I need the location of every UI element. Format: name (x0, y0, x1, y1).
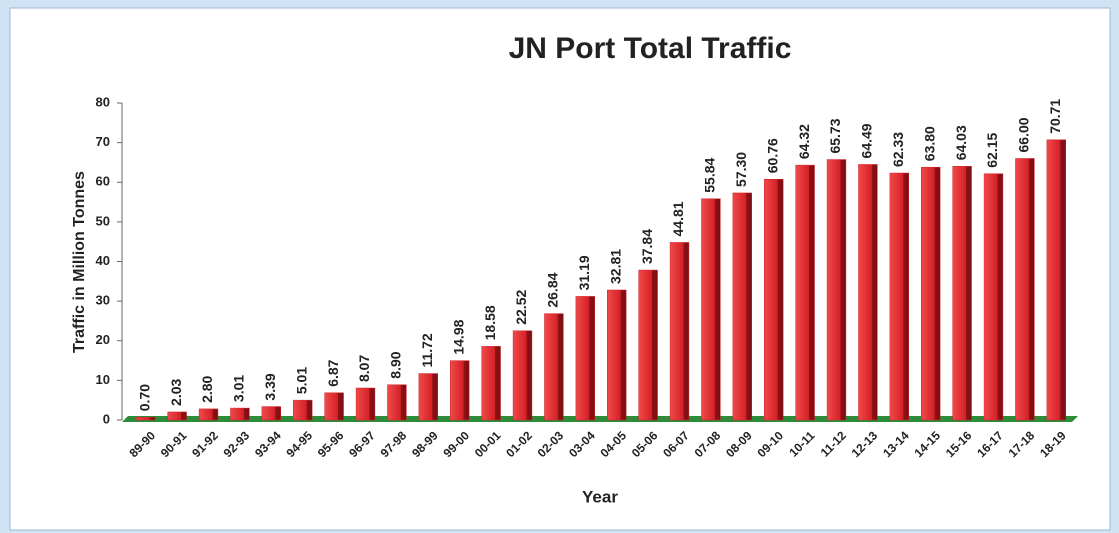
y-tick-label: 80 (96, 94, 110, 109)
y-tick-label: 70 (96, 134, 110, 149)
bar (1046, 139, 1066, 421)
bar (136, 416, 156, 421)
value-label: 6.87 (325, 359, 341, 386)
value-label: 3.01 (231, 375, 247, 402)
bar (826, 159, 847, 421)
y-tick-label: 60 (96, 174, 110, 189)
value-label: 57.30 (733, 152, 749, 187)
value-label: 64.03 (953, 125, 969, 160)
value-label: 0.70 (136, 384, 152, 411)
value-label: 26.84 (545, 272, 561, 307)
value-label: 22.52 (513, 290, 529, 325)
x-axis-label: Year (582, 487, 618, 506)
y-axis-label: Traffic in Million Tonnes (71, 171, 88, 353)
value-label: 18.58 (482, 305, 498, 340)
bar (764, 178, 784, 421)
value-label: 55.84 (702, 157, 718, 192)
bar (355, 387, 376, 421)
y-tick-label: 30 (96, 293, 110, 308)
bar (167, 411, 187, 421)
value-label: 31.19 (576, 255, 592, 290)
bar (669, 242, 690, 421)
value-label: 62.15 (984, 132, 1000, 167)
bar (261, 406, 281, 421)
bar (1015, 158, 1035, 421)
value-label: 32.81 (607, 249, 623, 284)
value-label: 65.73 (827, 118, 843, 153)
chart-title: JN Port Total Traffic (509, 32, 792, 65)
value-label: 70.71 (1047, 99, 1063, 134)
value-label: 8.90 (388, 351, 404, 378)
bar (450, 360, 470, 421)
bar (952, 166, 972, 421)
value-label: 5.01 (293, 367, 309, 394)
bar (732, 192, 752, 421)
y-tick-label: 10 (96, 372, 110, 387)
value-label: 2.80 (199, 375, 215, 402)
value-label: 63.80 (921, 126, 937, 161)
bar (512, 330, 533, 421)
bar (293, 399, 313, 421)
bar (198, 408, 219, 421)
value-label: 37.84 (639, 229, 655, 264)
value-label: 66.00 (1016, 117, 1032, 152)
bar (638, 269, 658, 421)
value-label: 64.32 (796, 124, 812, 159)
bar (387, 384, 407, 421)
value-label: 11.72 (419, 333, 435, 367)
y-tick-label: 50 (96, 213, 110, 228)
bar (544, 313, 564, 421)
bar (858, 164, 878, 421)
bar (921, 166, 941, 421)
bar (575, 296, 595, 421)
value-label: 62.33 (890, 132, 906, 167)
value-label: 3.39 (262, 373, 278, 400)
bar (418, 373, 438, 421)
bar (983, 173, 1004, 421)
y-tick-label: 40 (96, 253, 110, 268)
value-label: 64.49 (859, 123, 875, 158)
bar (701, 198, 721, 421)
bar (230, 407, 250, 421)
value-label: 8.07 (356, 355, 372, 382)
value-label: 2.03 (168, 378, 184, 405)
bar (607, 289, 627, 421)
bar (795, 164, 815, 421)
value-label: 60.76 (764, 138, 780, 173)
bar (324, 392, 344, 421)
value-label: 14.98 (450, 319, 466, 354)
y-tick-label: 0 (103, 411, 110, 426)
bar (889, 172, 909, 421)
y-tick-label: 20 (96, 332, 110, 347)
bar (481, 346, 501, 421)
value-label: 44.81 (670, 201, 686, 236)
